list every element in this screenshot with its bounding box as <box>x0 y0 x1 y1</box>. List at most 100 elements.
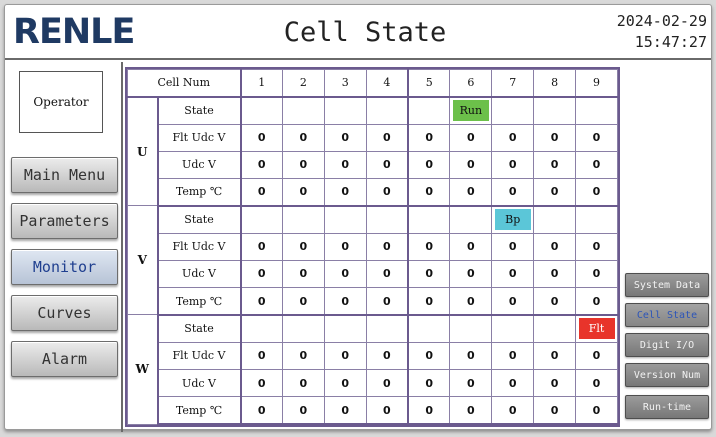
table-cell <box>365 96 409 125</box>
table-cell: 0 <box>240 178 283 207</box>
table-cell: 0 <box>491 368 535 398</box>
operator-button[interactable]: Operator <box>19 71 103 133</box>
table-cell: 0 <box>575 368 618 398</box>
table-cell: 0 <box>281 259 325 289</box>
sidebar-item-alarm[interactable]: Alarm <box>11 341 118 377</box>
submenu-system-data[interactable]: System Data <box>625 273 709 297</box>
sidebar-item-parameters[interactable]: Parameters <box>11 203 118 239</box>
table-cell <box>281 205 325 234</box>
table-row: Temp ℃ 0 0 0 0 0 0 0 0 0 <box>128 178 618 207</box>
row-label: Udc V <box>156 259 242 289</box>
table-cell: 0 <box>533 150 577 180</box>
table-cell: 0 <box>407 178 451 207</box>
table-cell: 0 <box>240 396 283 426</box>
sidebar-item-monitor[interactable]: Monitor <box>11 249 118 285</box>
row-label: Flt Udc V <box>156 341 242 370</box>
table-cell <box>575 96 618 125</box>
table-cell: 0 <box>533 341 577 370</box>
table-cell: 0 <box>491 341 535 370</box>
table-cell: 0 <box>449 368 493 398</box>
table-cell <box>240 205 283 234</box>
row-label: Udc V <box>156 368 242 398</box>
cell-number-header: 6 <box>449 68 493 98</box>
table-cell: 0 <box>449 287 493 316</box>
cell-number-header: 8 <box>533 68 577 98</box>
table-cell: 0 <box>323 259 367 289</box>
submenu-run-time[interactable]: Run-time <box>625 395 709 419</box>
table-cell: 0 <box>323 123 367 152</box>
table-cell: 0 <box>365 178 409 207</box>
sidebar-item-label: Parameters <box>19 212 110 230</box>
table-cell: 0 <box>491 123 535 152</box>
table-cell: 0 <box>407 341 451 370</box>
date-text: 2024-02-29 <box>616 12 707 30</box>
table-cell: 0 <box>365 232 409 261</box>
cell-number-header: 9 <box>575 68 618 98</box>
table-cell: 0 <box>449 341 493 370</box>
table-cell: 0 <box>365 341 409 370</box>
table-cell: 0 <box>407 368 451 398</box>
table-cell: 0 <box>407 396 451 426</box>
cell-number-header: 2 <box>281 68 325 98</box>
cell-number-header: 7 <box>491 68 535 98</box>
sidebar-item-curves[interactable]: Curves <box>11 295 118 331</box>
row-label: Flt Udc V <box>156 123 242 152</box>
table-cell: 0 <box>281 341 325 370</box>
table-cell: 0 <box>533 368 577 398</box>
header-row: Cell Num 1 2 3 4 5 6 7 8 9 <box>126 68 618 98</box>
table-row: Temp ℃ 0 0 0 0 0 0 0 0 0 <box>128 287 618 316</box>
table-cell <box>449 314 493 343</box>
row-label: Temp ℃ <box>156 396 242 426</box>
row-label: Temp ℃ <box>156 178 242 207</box>
table-cell: 0 <box>365 259 409 289</box>
table-cell: 0 <box>240 287 283 316</box>
table-cell: 0 <box>365 287 409 316</box>
table-cell <box>491 314 535 343</box>
table-cell <box>575 205 618 234</box>
time-text: 15:47:27 <box>634 33 707 51</box>
table-cell <box>323 205 367 234</box>
table-cell <box>449 205 493 234</box>
sidebar-item-label: Main Menu <box>23 166 106 184</box>
hmi-screen: RENLE Cell State 2024-02-29 15:47:27 Ope… <box>4 4 712 432</box>
submenu-cell-state[interactable]: Cell State <box>625 303 709 327</box>
page-title: Cell State <box>283 17 447 48</box>
table-cell: 0 <box>449 123 493 152</box>
table-cell: Bp <box>491 205 535 234</box>
table-cell: 0 <box>491 259 535 289</box>
table-cell: 0 <box>407 232 451 261</box>
table-cell: 0 <box>407 123 451 152</box>
table-cell: 0 <box>575 396 618 426</box>
sidebar-item-label: Monitor <box>32 258 97 276</box>
table-cell: 0 <box>240 259 283 289</box>
table-cell: 0 <box>323 150 367 180</box>
table-cell: 0 <box>323 232 367 261</box>
cell-number-header: 3 <box>323 68 367 98</box>
table-cell: 0 <box>575 232 618 261</box>
table-cell: 0 <box>323 341 367 370</box>
row-label: State <box>156 96 242 125</box>
table-cell <box>240 96 283 125</box>
table-cell: 0 <box>491 232 535 261</box>
table-cell: 0 <box>533 287 577 316</box>
table-cell: 0 <box>365 123 409 152</box>
table-cell <box>240 314 283 343</box>
table-cell: 0 <box>281 287 325 316</box>
phase-label: V <box>127 205 159 316</box>
table-cell: 0 <box>575 259 618 289</box>
table-cell: 0 <box>281 123 325 152</box>
table-cell: 0 <box>449 259 493 289</box>
table-cell: 0 <box>407 259 451 289</box>
table-row: W State Flt <box>127 314 618 425</box>
table-row: V State Bp <box>127 205 618 316</box>
table-cell <box>365 205 409 234</box>
sidebar-item-main-menu[interactable]: Main Menu <box>11 157 118 193</box>
submenu-digit-io[interactable]: Digit I/O <box>625 333 709 357</box>
submenu-version-num[interactable]: Version Num <box>625 363 709 387</box>
table-cell: 0 <box>491 178 535 207</box>
brand-logo: RENLE <box>13 12 135 52</box>
